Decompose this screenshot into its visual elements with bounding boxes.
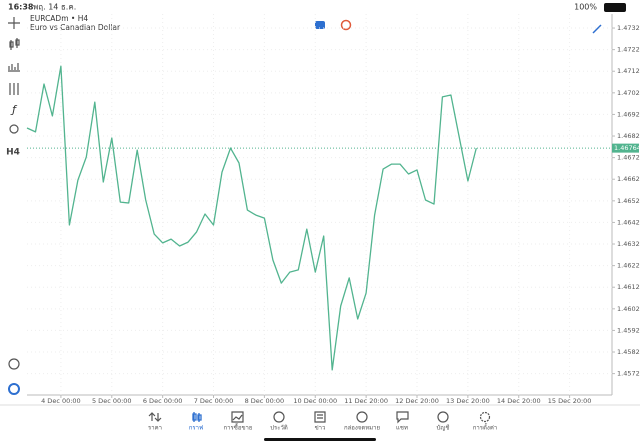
y-tick-label: 1.45920 <box>617 326 640 334</box>
tab-label[interactable]: ราคา <box>148 425 162 432</box>
x-tick-label: 14 Dec 20:00 <box>497 397 541 405</box>
tab-icon[interactable] <box>356 411 368 423</box>
y-tick-label: 1.46720 <box>617 154 640 162</box>
y-tick-label: 1.46320 <box>617 240 640 248</box>
y-tick-label: 1.46820 <box>617 132 640 140</box>
search-icon[interactable] <box>8 358 20 370</box>
battery-icon <box>604 3 626 12</box>
x-tick-label: 15 Dec 20:00 <box>548 397 592 405</box>
tab-icon[interactable] <box>314 411 326 423</box>
tab-label[interactable]: แชท <box>396 425 408 432</box>
tab-icons <box>148 411 491 424</box>
y-tick-label: 1.47220 <box>617 46 640 54</box>
x-tick-label: 5 Dec 00:00 <box>92 397 132 405</box>
symbol-title: EURCADm • H4 <box>30 14 88 23</box>
indicators-icon[interactable] <box>9 83 19 95</box>
y-tick-label: 1.47120 <box>617 67 640 75</box>
tab-label[interactable]: การซื้อขาย <box>224 422 253 432</box>
tab-label[interactable]: กราฟ <box>189 425 203 432</box>
objects-icon[interactable] <box>9 124 19 134</box>
y-tick-label: 1.47020 <box>617 89 640 97</box>
x-tick-label: 13 Dec 20:00 <box>446 397 490 405</box>
tab-icon[interactable] <box>192 412 202 422</box>
home-indicator <box>264 438 376 441</box>
last-price-label: 1.46764 <box>614 144 640 152</box>
timeframe[interactable]: H4 <box>6 148 20 158</box>
date: พฤ. 14 ธ.ค. <box>33 3 76 12</box>
function-icon[interactable]: ƒ <box>10 103 18 116</box>
volume-icon[interactable] <box>8 63 20 72</box>
app-icon[interactable] <box>8 383 20 395</box>
x-tick-label: 8 Dec 00:00 <box>245 397 285 405</box>
left-toolbar: ƒ H4 <box>6 17 20 395</box>
y-tick-label: 1.46020 <box>617 305 640 313</box>
time: 16:38 <box>8 3 34 12</box>
x-tick-label: 6 Dec 00:00 <box>143 397 183 405</box>
tab-label[interactable]: บัญชี <box>437 424 450 432</box>
tab-icon[interactable] <box>396 411 409 424</box>
y-tick-label: 1.45720 <box>617 370 640 378</box>
draw-tool-icon[interactable] <box>592 24 602 34</box>
y-tick-label: 1.46220 <box>617 262 640 270</box>
y-tick-label: 1.46920 <box>617 110 640 118</box>
symbol-subtitle: Euro vs Canadian Dollar <box>30 23 121 32</box>
signal-icon[interactable] <box>340 19 352 31</box>
x-tick-label: 4 Dec 00:00 <box>41 397 81 405</box>
tab-icon[interactable] <box>437 411 449 423</box>
y-tick-label: 1.47320 <box>617 24 640 32</box>
y-tick-label: 1.46120 <box>617 283 640 291</box>
tab-icon[interactable] <box>273 411 285 423</box>
y-tick-label: 1.46420 <box>617 218 640 226</box>
x-tick-label: 7 Dec 00:00 <box>194 397 234 405</box>
tab-label[interactable]: การตั้งค่า <box>473 422 497 432</box>
y-tick-label: 1.45820 <box>617 348 640 356</box>
flag-icon[interactable] <box>315 21 325 29</box>
last-price-box <box>612 143 639 153</box>
tab-label[interactable]: ข่าว <box>315 425 326 432</box>
tab-icon[interactable] <box>148 412 162 422</box>
x-tick-label: 12 Dec 20:00 <box>395 397 439 405</box>
battery-text: 100% <box>574 3 597 12</box>
tab-icon[interactable] <box>231 411 244 423</box>
candles-icon[interactable] <box>9 38 20 50</box>
tab-label[interactable]: ประวัติ <box>270 425 288 432</box>
x-tick-label: 10 Dec 00:00 <box>293 397 337 405</box>
crosshair-icon[interactable] <box>8 17 20 29</box>
y-tick-label: 1.46520 <box>617 197 640 205</box>
price-line <box>26 65 477 371</box>
x-tick-label: 11 Dec 20:00 <box>344 397 388 405</box>
tab-label[interactable]: กล่องจดหมาย <box>344 425 380 432</box>
y-tick-label: 1.46620 <box>617 175 640 183</box>
tab-icon[interactable] <box>479 411 491 423</box>
